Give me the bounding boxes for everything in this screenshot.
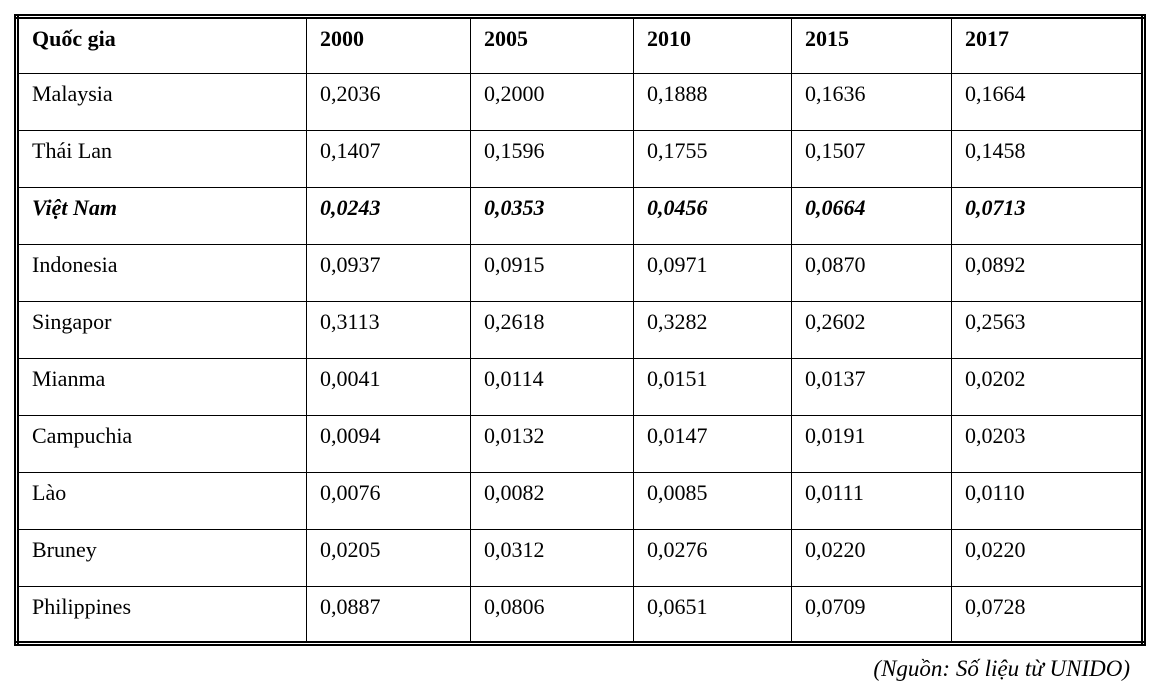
value-cell: 0,2563	[951, 301, 1144, 359]
value-cell: 0,0971	[633, 244, 792, 302]
value-cell: 0,0114	[470, 358, 634, 416]
table-row-vietnam: Việt Nam 0,0243 0,0353 0,0456 0,0664 0,0…	[16, 187, 1144, 245]
country-cell: Mianma	[16, 358, 307, 416]
value-cell: 0,2602	[791, 301, 952, 359]
value-cell: 0,0220	[791, 529, 952, 587]
column-header-2005: 2005	[470, 16, 634, 74]
value-cell: 0,1636	[791, 73, 952, 131]
value-cell: 0,0937	[306, 244, 471, 302]
country-cell: Malaysia	[16, 73, 307, 131]
value-cell: 0,0312	[470, 529, 634, 587]
value-cell: 0,0076	[306, 472, 471, 530]
value-cell: 0,1664	[951, 73, 1144, 131]
header-row: Quốc gia 2000 2005 2010 2015 2017	[16, 16, 1144, 74]
value-cell: 0,0887	[306, 586, 471, 644]
value-cell: 0,1458	[951, 130, 1144, 188]
value-cell: 0,0456	[633, 187, 792, 245]
value-cell: 0,2036	[306, 73, 471, 131]
table-row: Campuchia 0,0094 0,0132 0,0147 0,0191 0,…	[16, 415, 1144, 473]
table-row: Singapor 0,3113 0,2618 0,3282 0,2602 0,2…	[16, 301, 1144, 359]
column-header-2017: 2017	[951, 16, 1144, 74]
value-cell: 0,0651	[633, 586, 792, 644]
value-cell: 0,0151	[633, 358, 792, 416]
value-cell: 0,0137	[791, 358, 952, 416]
country-cell: Thái Lan	[16, 130, 307, 188]
value-cell: 0,0205	[306, 529, 471, 587]
value-cell: 0,0915	[470, 244, 634, 302]
value-cell: 0,3113	[306, 301, 471, 359]
country-cell: Bruney	[16, 529, 307, 587]
value-cell: 0,1596	[470, 130, 634, 188]
source-note: (Nguồn: Số liệu từ UNIDO)	[873, 656, 1130, 681]
value-cell: 0,2000	[470, 73, 634, 131]
country-cell: Campuchia	[16, 415, 307, 473]
column-header-2015: 2015	[791, 16, 952, 74]
country-cell: Lào	[16, 472, 307, 530]
value-cell: 0,0082	[470, 472, 634, 530]
value-cell: 0,0220	[951, 529, 1144, 587]
value-cell: 0,0870	[791, 244, 952, 302]
value-cell: 0,0085	[633, 472, 792, 530]
data-table: Quốc gia 2000 2005 2010 2015 2017 Malays…	[14, 14, 1146, 646]
value-cell: 0,0806	[470, 586, 634, 644]
value-cell: 0,0713	[951, 187, 1144, 245]
table-container: Quốc gia 2000 2005 2010 2015 2017 Malays…	[14, 14, 1146, 646]
value-cell: 0,0892	[951, 244, 1144, 302]
value-cell: 0,0276	[633, 529, 792, 587]
table-row: Philippines 0,0887 0,0806 0,0651 0,0709 …	[16, 586, 1144, 644]
table-row: Indonesia 0,0937 0,0915 0,0971 0,0870 0,…	[16, 244, 1144, 302]
value-cell: 0,0664	[791, 187, 952, 245]
table-row: Thái Lan 0,1407 0,1596 0,1755 0,1507 0,1…	[16, 130, 1144, 188]
value-cell: 0,0132	[470, 415, 634, 473]
value-cell: 0,1407	[306, 130, 471, 188]
table-row: Bruney 0,0205 0,0312 0,0276 0,0220 0,022…	[16, 529, 1144, 587]
value-cell: 0,1888	[633, 73, 792, 131]
value-cell: 0,0243	[306, 187, 471, 245]
value-cell: 0,0094	[306, 415, 471, 473]
value-cell: 0,0147	[633, 415, 792, 473]
table-row: Lào 0,0076 0,0082 0,0085 0,0111 0,0110	[16, 472, 1144, 530]
column-header-2000: 2000	[306, 16, 471, 74]
value-cell: 0,1755	[633, 130, 792, 188]
value-cell: 0,2618	[470, 301, 634, 359]
column-header-country: Quốc gia	[16, 16, 307, 74]
value-cell: 0,0728	[951, 586, 1144, 644]
country-cell: Indonesia	[16, 244, 307, 302]
value-cell: 0,0203	[951, 415, 1144, 473]
value-cell: 0,3282	[633, 301, 792, 359]
value-cell: 0,0110	[951, 472, 1144, 530]
column-header-2010: 2010	[633, 16, 792, 74]
value-cell: 0,0041	[306, 358, 471, 416]
value-cell: 0,0202	[951, 358, 1144, 416]
country-cell: Singapor	[16, 301, 307, 359]
country-cell: Philippines	[16, 586, 307, 644]
value-cell: 0,1507	[791, 130, 952, 188]
table-row: Malaysia 0,2036 0,2000 0,1888 0,1636 0,1…	[16, 73, 1144, 131]
value-cell: 0,0709	[791, 586, 952, 644]
value-cell: 0,0111	[791, 472, 952, 530]
table-row: Mianma 0,0041 0,0114 0,0151 0,0137 0,020…	[16, 358, 1144, 416]
country-cell: Việt Nam	[16, 187, 307, 245]
value-cell: 0,0191	[791, 415, 952, 473]
value-cell: 0,0353	[470, 187, 634, 245]
